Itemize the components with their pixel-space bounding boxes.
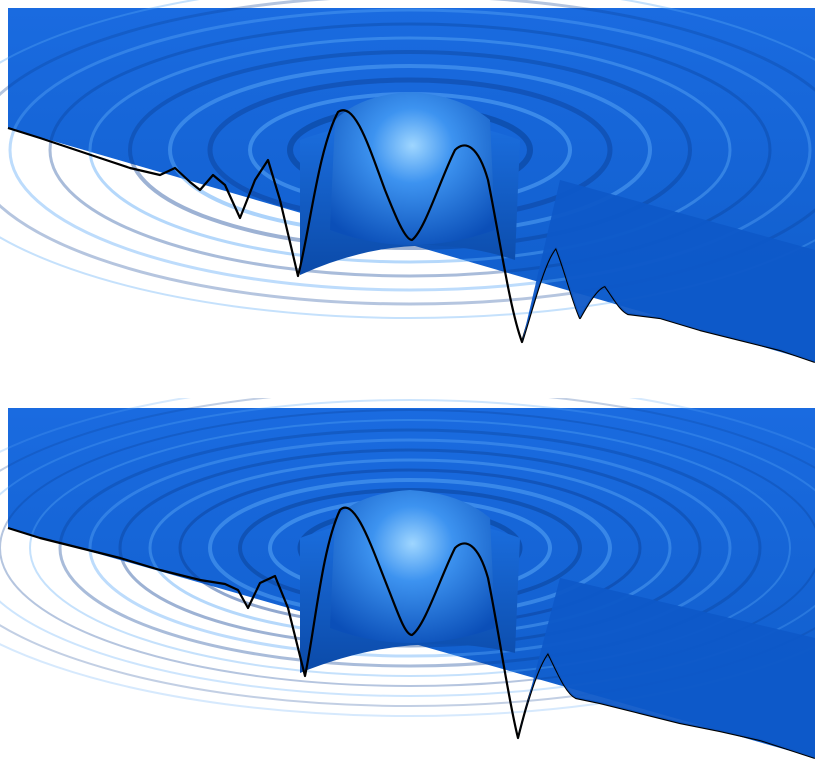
- cross-section-outline: [7, 506, 815, 760]
- central-peak: [330, 92, 495, 245]
- cross-section-outline: [7, 109, 815, 364]
- surface-near-edge: [518, 578, 815, 758]
- ripple-surface-render: [0, 398, 815, 760]
- surface-panel-bottom: [0, 398, 815, 763]
- surface-panel-top: [0, 0, 815, 370]
- surface-near-edge: [522, 180, 815, 362]
- ripple-surface-render: [0, 0, 815, 364]
- central-peak: [330, 490, 495, 643]
